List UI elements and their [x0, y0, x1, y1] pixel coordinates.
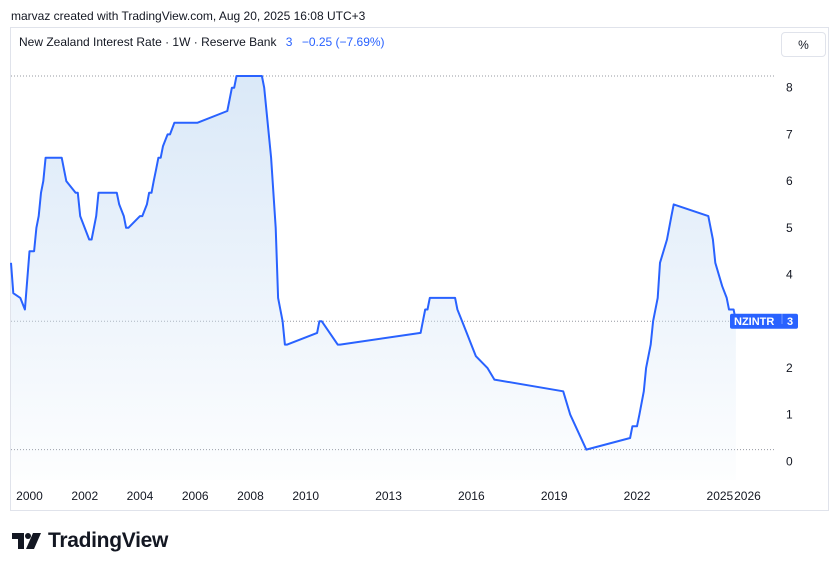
x-tick-label: 2004 — [127, 489, 154, 503]
price-tag-ticker: NZINTR — [734, 316, 774, 328]
x-tick-label: 2006 — [182, 489, 209, 503]
x-tick-label: 2008 — [237, 489, 264, 503]
x-tick-label: 2016 — [458, 489, 485, 503]
tradingview-logo-icon — [12, 533, 41, 549]
series-line-nzintr[interactable] — [10, 75, 737, 451]
y-tick-label: 7 — [786, 127, 793, 141]
brand-name: TradingView — [48, 529, 169, 552]
x-tick-label: 2013 — [375, 489, 402, 503]
x-tick-label: 2002 — [71, 489, 98, 503]
unit-button[interactable]: % — [781, 32, 826, 57]
author-line: marvaz created with TradingView.com, Aug… — [11, 9, 366, 23]
area-fill — [11, 76, 736, 480]
x-tick-label: 2026 — [734, 489, 761, 503]
x-tick-label: 2025 — [707, 489, 734, 503]
y-tick-label: 2 — [786, 361, 793, 375]
tradingview-logo: TradingView — [12, 529, 168, 553]
price-tag-value: 3 — [787, 316, 793, 328]
y-tick-label: 5 — [786, 221, 793, 235]
chart-legend[interactable]: New Zealand Interest Rate · 1W · Reserve… — [19, 35, 385, 49]
legend-symbol: New Zealand Interest Rate · 1W · Reserve… — [19, 35, 277, 49]
x-tick-label: 2019 — [541, 489, 568, 503]
x-tick-label: 2000 — [16, 489, 43, 503]
legend-value: 3 — [285, 35, 293, 49]
y-tick-label: 1 — [786, 408, 793, 422]
x-tick-label: 2022 — [624, 489, 651, 503]
legend-change: −0.25 (−7.69%) — [301, 35, 385, 49]
y-tick-label: 4 — [786, 268, 793, 282]
x-tick-label: 2010 — [292, 489, 319, 503]
y-tick-label: 6 — [786, 174, 793, 188]
price-tag: NZINTR 3 — [730, 311, 798, 329]
y-tick-label: 8 — [786, 81, 793, 95]
y-tick-label: 0 — [786, 454, 793, 468]
